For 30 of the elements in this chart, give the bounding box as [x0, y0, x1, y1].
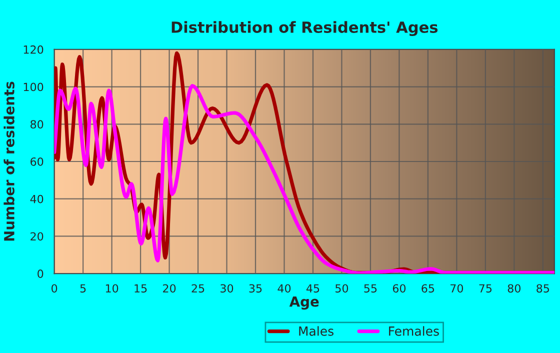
x-tick-label: 15 [134, 284, 147, 293]
x-tick-label: 5 [80, 284, 86, 293]
x-tick-label: 80 [508, 284, 520, 293]
y-tick-label: 0 [38, 270, 44, 278]
legend-label: Males [299, 326, 334, 336]
x-tick-label: 35 [249, 284, 262, 293]
x-tick-label: 20 [163, 284, 176, 293]
chart-title: Distribution of Residents' Ages [172, 21, 438, 36]
y-tick-label: 20 [30, 232, 44, 241]
x-tick-label: 85 [536, 284, 550, 293]
y-tick-label: 100 [24, 82, 44, 92]
y-axis-title: Number of residents [4, 82, 14, 241]
x-tick-label: 75 [479, 284, 492, 293]
y-tick-label: 60 [30, 157, 44, 166]
x-tick-label: 25 [192, 284, 204, 293]
x-tick-label: 10 [106, 284, 118, 293]
x-tick-label: 30 [220, 284, 234, 293]
x-tick-label: 60 [392, 284, 406, 293]
x-tick-label: 70 [450, 284, 464, 293]
y-tick-label: 120 [24, 45, 44, 54]
y-tick-label: 80 [30, 120, 44, 129]
x-axis-title: Age [289, 296, 319, 310]
x-tick-label: 55 [364, 284, 377, 293]
x-tick-label: 50 [336, 284, 348, 293]
y-tick-label: 40 [30, 194, 44, 204]
x-tick-label: 0 [52, 284, 58, 293]
legend-label: Females [389, 326, 439, 336]
x-tick-label: 45 [306, 284, 320, 293]
x-tick-label: 65 [422, 284, 434, 293]
x-tick-label: 40 [278, 284, 291, 293]
